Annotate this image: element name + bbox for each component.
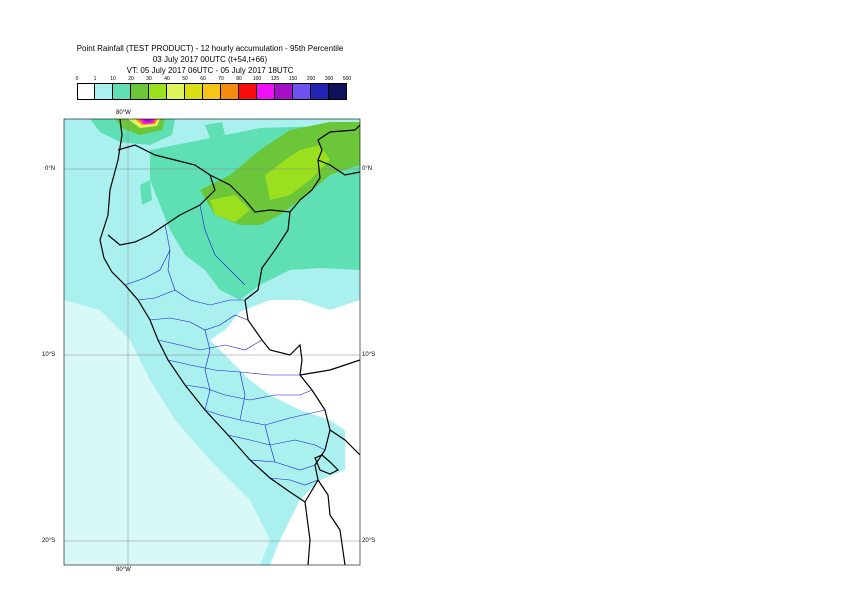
legend-color-box xyxy=(221,83,239,100)
legend-color-box xyxy=(293,83,311,100)
ecuador-border xyxy=(107,144,216,246)
lat-label-left-0: 0°N xyxy=(45,166,56,172)
coastline xyxy=(99,119,306,503)
peru-brazil-border xyxy=(244,211,331,503)
legend-threshold-label: 100 xyxy=(252,76,262,82)
lat-label-right-2: 20°S xyxy=(362,538,376,544)
legend-threshold-label: 0 xyxy=(75,76,79,82)
legend-threshold-label: 500 xyxy=(342,76,352,82)
legend-threshold-label: 150 xyxy=(288,76,298,82)
legend-color-box xyxy=(113,83,131,100)
rain-area-patch-1 xyxy=(205,122,225,138)
legend-color-box xyxy=(131,83,149,100)
rain-area-30-40 xyxy=(265,145,330,200)
rain-area-30-40-b xyxy=(210,195,250,222)
bolivia-border xyxy=(329,429,360,456)
legend-color-box xyxy=(167,83,185,100)
legend-threshold-label: 40 xyxy=(164,76,170,82)
lat-label-left-1: 10°S xyxy=(42,352,56,358)
legend-color-box xyxy=(77,83,95,100)
legend-threshold-label: 10 xyxy=(110,76,116,82)
graticule xyxy=(64,119,360,565)
legend-threshold-label: 30 xyxy=(146,76,152,82)
legend-threshold-label: 70 xyxy=(218,76,224,82)
lon-label-top: 80°W xyxy=(116,110,131,116)
legend-threshold-label: 1 xyxy=(93,76,97,82)
valid-time-label: VT: 05 July 2017 06UTC - 05 July 2017 18… xyxy=(126,66,294,75)
legend-color-box xyxy=(185,83,203,100)
legend-threshold-label: 60 xyxy=(200,76,206,82)
peru-north-border xyxy=(209,124,360,213)
dry-area-ocean xyxy=(64,300,270,565)
legend-threshold-label: 50 xyxy=(182,76,188,82)
chile-coast xyxy=(304,501,311,565)
legend-threshold-label: 80 xyxy=(236,76,242,82)
legend-color-box xyxy=(149,83,167,100)
country-borders xyxy=(99,119,360,565)
lake-titicaca xyxy=(314,454,340,475)
colombia-brazil-border xyxy=(317,159,360,176)
legend-color-box xyxy=(95,83,113,100)
rain-area-nw-purple xyxy=(143,119,153,122)
lon-label-bottom: 80°W xyxy=(116,567,131,573)
legend-color-box xyxy=(257,83,275,100)
east-border xyxy=(299,359,360,376)
legend-threshold-label: 20 xyxy=(128,76,134,82)
lat-label-right-0: 0°N xyxy=(362,166,373,172)
legend-color-box xyxy=(203,83,221,100)
dry-area-interior xyxy=(225,300,360,565)
lat-label-left-2: 20°S xyxy=(42,538,56,544)
regional-borders xyxy=(124,204,326,486)
legend-color-box xyxy=(239,83,257,100)
map-frame xyxy=(63,118,361,566)
rain-area-patch-2 xyxy=(140,180,152,205)
legend-threshold-label: 300 xyxy=(324,76,334,82)
base-time-label: 03 July 2017 00UTC (t+54,t+66) xyxy=(152,55,268,64)
legend-color-box xyxy=(275,83,293,100)
legend-threshold-label: 200 xyxy=(306,76,316,82)
map-title: Point Rainfall (TEST PRODUCT) - 12 hourl… xyxy=(76,44,344,53)
chile-bolivia-border xyxy=(317,479,346,565)
lat-label-right-1: 10°S xyxy=(362,352,376,358)
legend-color-box xyxy=(311,83,329,100)
legend-threshold-label: 125 xyxy=(270,76,280,82)
